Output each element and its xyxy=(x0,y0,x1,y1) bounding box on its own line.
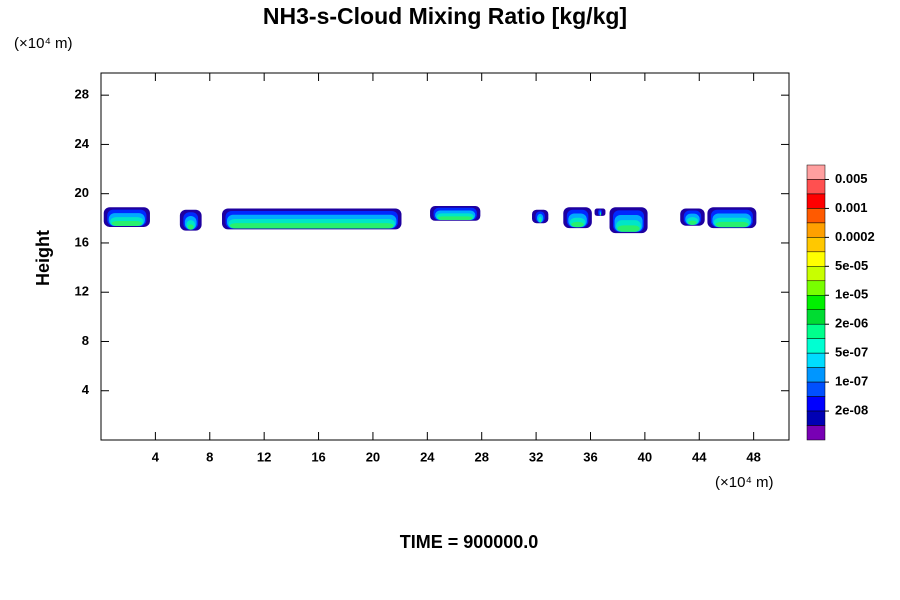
colorbar-box xyxy=(806,251,826,267)
x-tick-label: 32 xyxy=(529,449,543,464)
colorbar-box xyxy=(806,410,826,426)
colorbar-box xyxy=(806,164,826,180)
colorbar-label: 2e-08 xyxy=(835,402,868,417)
x-tick-label: 48 xyxy=(746,449,760,464)
colorbar-box xyxy=(806,280,826,296)
x-tick-label: 12 xyxy=(257,449,271,464)
colorbar-label: 0.005 xyxy=(835,171,868,186)
x-tick-label: 8 xyxy=(206,449,213,464)
colorbar-label: 0.0002 xyxy=(835,229,875,244)
colorbar-label: 5e-05 xyxy=(835,258,868,273)
colorbar-box xyxy=(806,396,826,412)
y-tick-label: 24 xyxy=(75,136,90,151)
colorbar-label: 5e-07 xyxy=(835,345,868,360)
x-tick-label: 16 xyxy=(311,449,325,464)
cloud-level xyxy=(571,221,584,228)
y-tick-label: 16 xyxy=(75,234,89,249)
colorbar-box xyxy=(806,352,826,368)
colorbar-box xyxy=(806,367,826,383)
y-axis-label: Height xyxy=(33,230,53,286)
colorbar-box xyxy=(806,208,826,224)
colorbar-label: 1e-05 xyxy=(835,287,868,302)
cloud-level xyxy=(715,221,749,228)
colorbar-box xyxy=(806,193,826,209)
chart-title: NH3-s-Cloud Mixing Ratio [kg/kg] xyxy=(263,3,627,29)
y-tick-label: 12 xyxy=(75,284,89,299)
y-unit: (×10⁴ m) xyxy=(14,35,73,52)
colorbar-label: 2e-06 xyxy=(835,316,868,331)
plot-frame xyxy=(100,72,790,441)
colorbar-box xyxy=(806,309,826,325)
cloud-level xyxy=(617,225,640,232)
x-tick-label: 28 xyxy=(474,449,488,464)
y-tick-label: 8 xyxy=(82,333,89,348)
cloud-level xyxy=(438,216,473,221)
colorbar-box xyxy=(806,222,826,238)
colorbar-box xyxy=(806,425,826,441)
x-tick-label: 36 xyxy=(583,449,597,464)
cloud-level xyxy=(187,224,194,230)
y-tick-label: 4 xyxy=(82,382,90,397)
plot-area xyxy=(103,206,757,234)
x-tick-label: 44 xyxy=(692,449,707,464)
cloud-level xyxy=(600,213,602,216)
x-unit: (×10⁴ m) xyxy=(715,474,774,491)
cloud-level xyxy=(688,220,697,225)
cloud-level xyxy=(111,221,142,226)
colorbar-label: 0.001 xyxy=(835,200,868,215)
colorbar-box xyxy=(806,323,826,339)
x-tick-label: 20 xyxy=(366,449,380,464)
x-tick-label: 24 xyxy=(420,449,435,464)
y-tick-label: 20 xyxy=(75,185,89,200)
colorbar-box xyxy=(806,338,826,354)
colorbar-box xyxy=(806,266,826,282)
x-tick-label: 4 xyxy=(152,449,160,464)
colorbar-box xyxy=(806,179,826,195)
colorbar-box xyxy=(806,381,826,397)
colorbar-box xyxy=(806,295,826,310)
colorbar-label: 1e-07 xyxy=(835,374,868,389)
footer: TIME = 900000.0 xyxy=(400,532,539,552)
cloud-level xyxy=(230,223,394,229)
colorbar-box xyxy=(806,237,826,253)
y-tick-label: 28 xyxy=(75,87,89,102)
cloud-level xyxy=(540,219,542,223)
x-tick-label: 40 xyxy=(638,449,652,464)
